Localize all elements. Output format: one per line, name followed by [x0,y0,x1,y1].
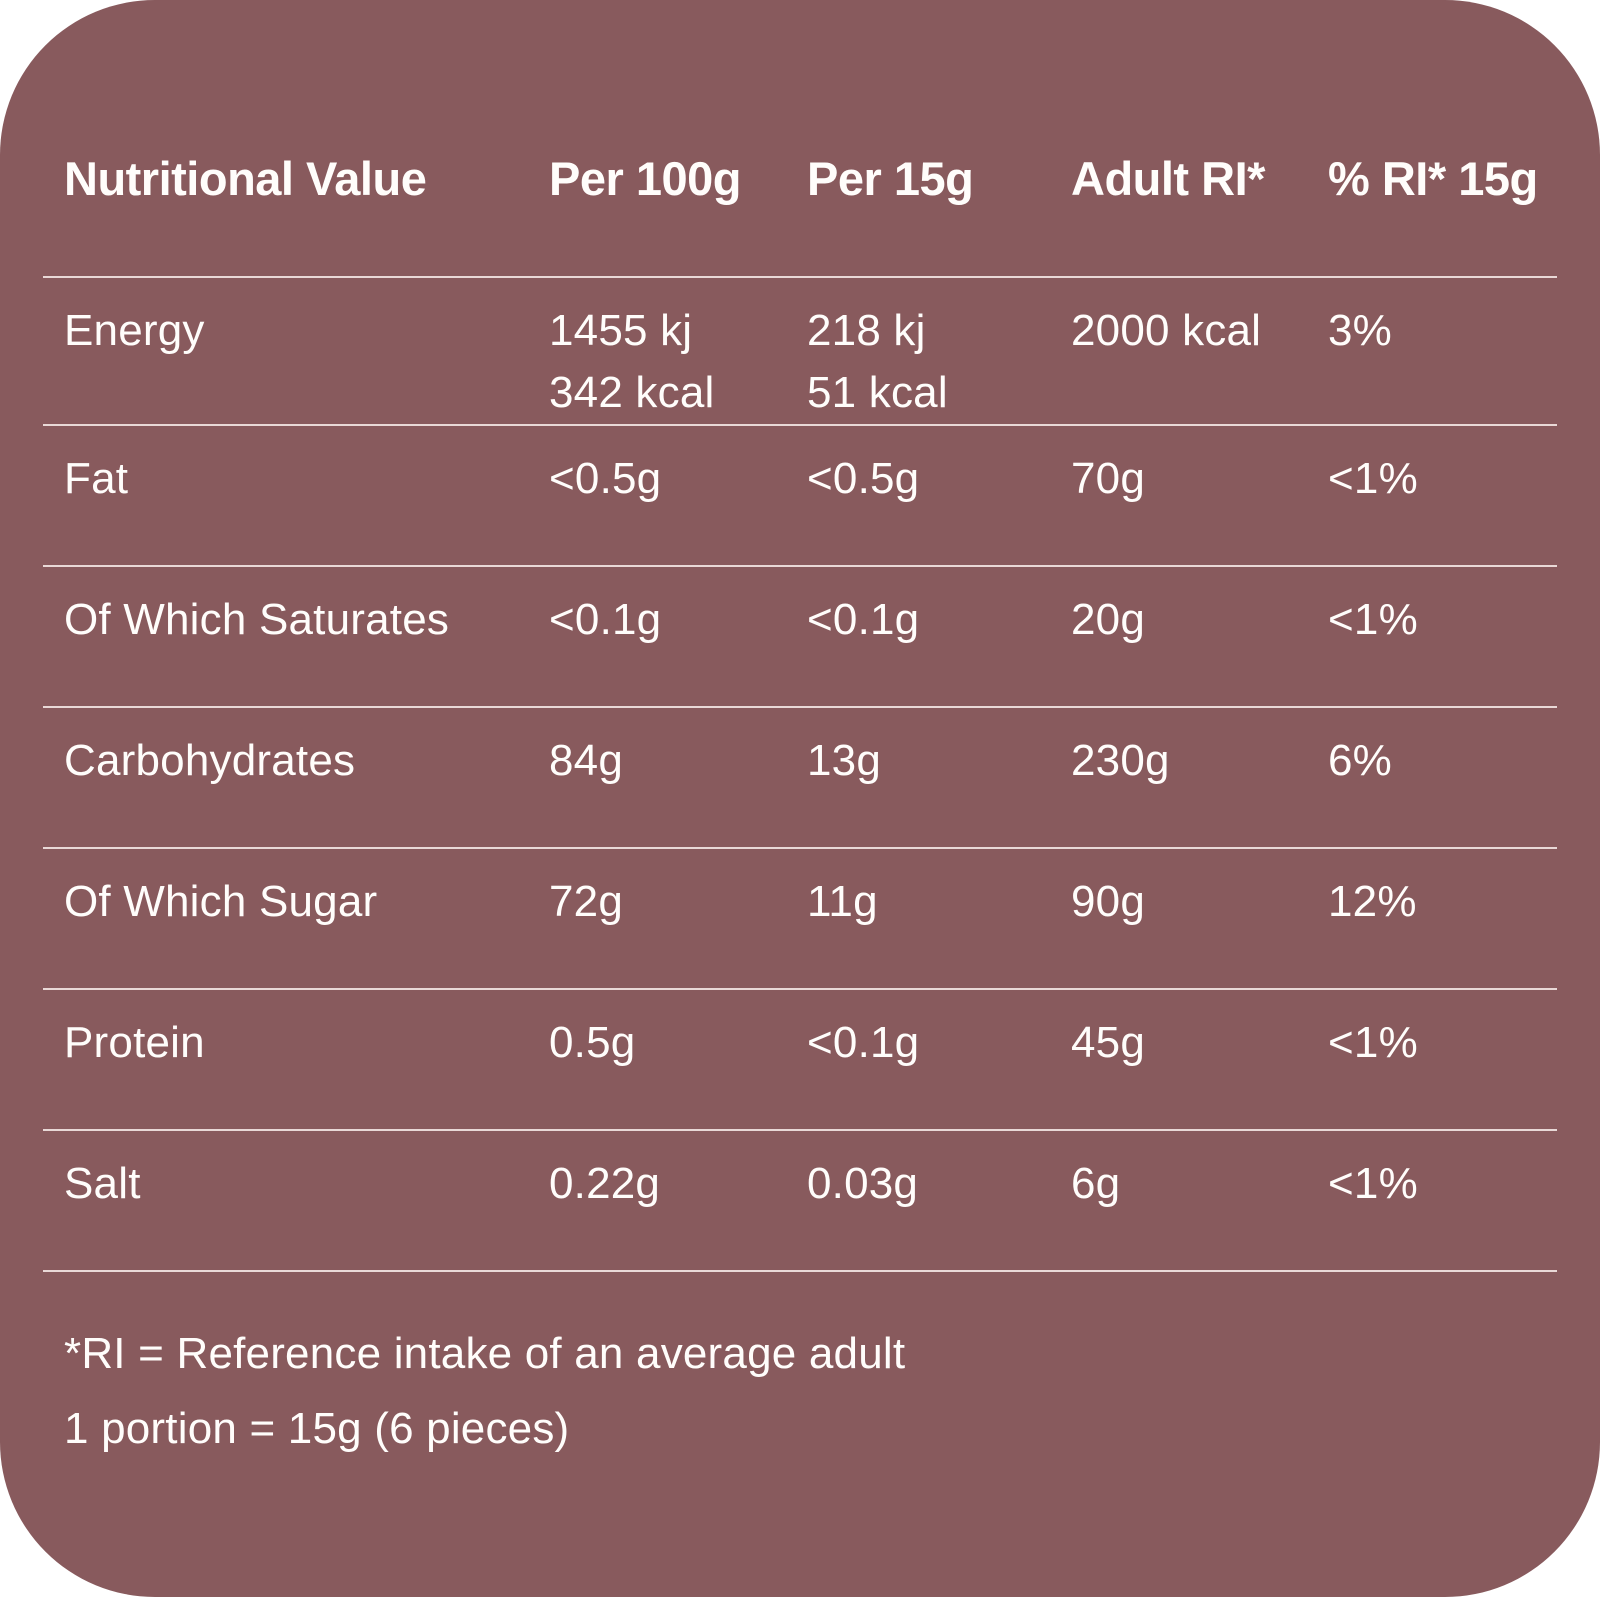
cell-per-15g: 0.03g [807,1159,919,1208]
row-label: Fat [64,454,129,503]
col-header-nutritional-value: Nutritional Value [64,152,427,205]
cell-pct-ri-15g: 3% [1328,306,1392,355]
cell-adult-ri: 90g [1071,877,1146,926]
col-header-adult-ri: Adult RI* [1071,152,1265,205]
cell-per-100g: 72g [549,877,624,926]
cell-per-100g: 0.22g [549,1159,661,1208]
nutrition-table: Nutritional Value Per 100g Per 15g Adult… [43,0,1557,1270]
row-label: Of Which Sugar [64,877,378,926]
cell-adult-ri: 230g [1071,736,1170,785]
col-header-pct-ri-15g: % RI* 15g [1328,152,1538,205]
table-row-protein: Protein 0.5g <0.1g 45g <1% [43,988,1557,1129]
row-label: Energy [64,306,205,355]
cell-per-15g: 218 kj 51 kcal [786,300,1050,424]
cell-per-100g: 84g [549,736,624,785]
table-row-energy: Energy 1455 kj 342 kcal 218 kj 51 kcal 2… [43,276,1557,424]
col-header-per-15g: Per 15g [807,152,974,205]
footnote-block: *RI = Reference intake of an average adu… [43,1270,1557,1466]
cell-pct-ri-15g: <1% [1328,454,1418,503]
cell-per-100g: <0.1g [549,595,662,644]
cell-pct-ri-15g: <1% [1328,1159,1418,1208]
row-label: Of Which Saturates [64,595,450,644]
footnote-reference-intake: *RI = Reference intake of an average adu… [64,1329,906,1378]
cell-per-15g: <0.1g [807,595,920,644]
cell-pct-ri-15g: 6% [1328,736,1392,785]
table-row-salt: Salt 0.22g 0.03g 6g <1% [43,1129,1557,1270]
row-label: Protein [64,1018,205,1067]
cell-adult-ri: 20g [1071,595,1146,644]
value-line: 342 kcal [549,368,715,417]
cell-pct-ri-15g: <1% [1328,595,1418,644]
value-line: 1455 kj [549,306,693,355]
cell-per-15g: <0.1g [807,1018,920,1067]
value-line: 218 kj [807,306,926,355]
cell-adult-ri: 70g [1071,454,1146,503]
footnote-portion-size: 1 portion = 15g (6 pieces) [64,1404,570,1453]
value-line: 51 kcal [807,368,948,417]
table-row-fat: Fat <0.5g <0.5g 70g <1% [43,424,1557,565]
cell-per-15g: <0.5g [807,454,920,503]
cell-per-100g: 0.5g [549,1018,636,1067]
cell-adult-ri: 45g [1071,1018,1146,1067]
cell-per-100g: <0.5g [549,454,662,503]
cell-adult-ri: 2000 kcal [1071,306,1262,355]
row-label: Salt [64,1159,141,1208]
table-row-saturates: Of Which Saturates <0.1g <0.1g 20g <1% [43,565,1557,706]
cell-pct-ri-15g: 12% [1328,877,1417,926]
table-row-carbohydrates: Carbohydrates 84g 13g 230g 6% [43,706,1557,847]
cell-adult-ri: 6g [1071,1159,1121,1208]
table-header-row: Nutritional Value Per 100g Per 15g Adult… [43,0,1557,276]
cell-per-15g: 11g [807,877,878,926]
table-row-sugar: Of Which Sugar 72g 11g 90g 12% [43,847,1557,988]
cell-pct-ri-15g: <1% [1328,1018,1418,1067]
cell-per-15g: 13g [807,736,882,785]
cell-per-100g: 1455 kj 342 kcal [528,300,786,424]
col-header-per-100g: Per 100g [549,152,741,205]
row-label: Carbohydrates [64,736,356,785]
